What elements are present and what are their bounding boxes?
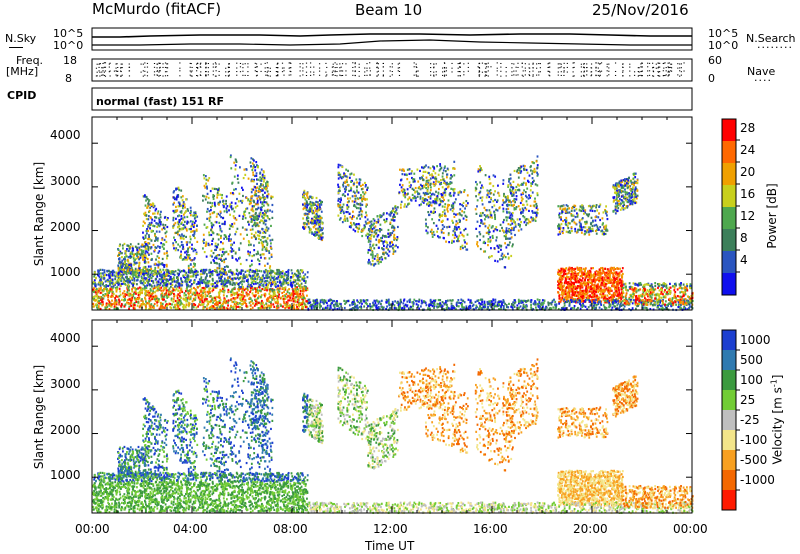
freq-unit-label: [MHz] (6, 65, 39, 78)
velocity-colorbar-label: Velocity [m s-1] (769, 365, 785, 475)
cpid-label: CPID (7, 89, 37, 102)
velocity-ylabel: Slant Range [km] (32, 364, 46, 470)
beam-title: Beam 10 (355, 1, 423, 19)
power-colorbar-label: Power [dB] (765, 183, 779, 249)
velocity-colorbar (721, 329, 740, 511)
power-scale-tick: 4 (740, 253, 748, 267)
velocity-scale-tick: -1000 (740, 473, 775, 487)
power-scale-tick: 8 (740, 231, 748, 245)
nsearch-label: N.Search (746, 32, 796, 45)
velocity-scale-tick: -25 (740, 413, 760, 427)
power-ytick-1000: 1000 (50, 265, 81, 279)
vel-ytick-3000: 3000 (50, 377, 81, 391)
xtick-0000: 00:00 (75, 522, 110, 536)
nave-label: Nave (747, 65, 776, 78)
power-ytick-3000: 3000 (50, 174, 81, 188)
xtick-0800: 08:00 (273, 522, 308, 536)
nsky-label: N.Sky (5, 32, 37, 45)
axis-ticks (91, 117, 693, 513)
nsearch-dots: ........ (757, 38, 793, 51)
station-title: McMurdo (fitACF) (92, 0, 222, 18)
power-ytick-4000: 4000 (50, 128, 81, 142)
xtick-2000: 20:00 (573, 522, 608, 536)
noise-top-tick-right: 10^5 (708, 27, 739, 40)
nsky-underline (9, 47, 23, 48)
vel-ytick-1000: 1000 (50, 468, 81, 482)
power-scale-tick: 20 (740, 165, 756, 179)
nave-max-tick: 60 (708, 54, 722, 67)
power-colorbar (721, 118, 740, 296)
cpid-value: normal (fast) 151 RF (96, 95, 224, 108)
power-scale-tick: 28 (740, 121, 756, 135)
xtick-2400: 00:00 (673, 522, 708, 536)
noise-bottom-tick-left: 10^0 (53, 39, 84, 52)
nave-min-tick: 0 (708, 72, 715, 85)
freq-label: Freq. (16, 54, 44, 67)
velocity-scale-tick: 100 (740, 373, 763, 387)
power-ylabel: Slant Range [km] (32, 161, 46, 267)
xtick-0400: 04:00 (173, 522, 208, 536)
freq-max-tick: 18 (63, 54, 77, 67)
date-title: 25/Nov/2016 (592, 1, 689, 19)
velocity-scale-tick: 1000 (740, 333, 771, 347)
cpid-panel (91, 87, 693, 111)
velocity-scale-tick: -100 (740, 433, 768, 447)
power-scale-tick: 24 (740, 143, 756, 157)
vel-ytick-2000: 2000 (50, 423, 81, 437)
velocity-scale-tick: -500 (740, 453, 768, 467)
noise-panel (91, 27, 693, 51)
velocity-scatter-data (92, 357, 694, 515)
xlabel: Time UT (365, 539, 415, 553)
vel-ytick-4000: 4000 (50, 331, 81, 345)
power-ytick-2000: 2000 (50, 220, 81, 234)
power-scale-tick: 12 (740, 209, 756, 223)
xtick-1600: 16:00 (473, 522, 508, 536)
velocity-colorbar-label-end: ] (770, 374, 785, 380)
xtick-1200: 12:00 (373, 522, 408, 536)
power-scale-tick: 16 (740, 187, 756, 201)
nave-dots: .... (754, 71, 772, 84)
noise-sky-trace (92, 33, 692, 38)
freq-min-tick: 8 (65, 72, 72, 85)
velocity-scale-tick: 500 (740, 353, 763, 367)
noise-bottom-tick-right: 10^0 (708, 39, 739, 52)
velocity-colorbar-label-main: Velocity [m s (770, 387, 785, 465)
noise-search-trace (92, 39, 692, 46)
freq-nave-dots (95, 62, 685, 77)
velocity-colorbar-label-exp: -1 (769, 379, 779, 388)
noise-top-tick-left: 10^5 (53, 27, 84, 40)
velocity-scale-tick: 25 (740, 393, 756, 407)
freq-panel (91, 58, 693, 82)
